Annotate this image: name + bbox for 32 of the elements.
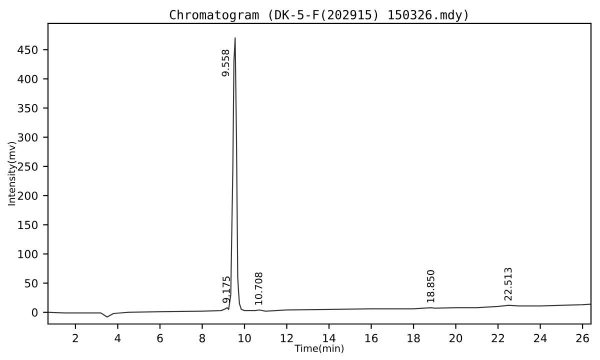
y-tick-label: 300 [18, 133, 38, 142]
annotation: 9.558 [222, 50, 230, 76]
chart-title: Chromatogram (DK-5-F(202915) 150326.mdy) [170, 10, 468, 22]
x-tick-label: 14 [323, 334, 336, 342]
y-tick-label: 350 [18, 104, 38, 112]
x-tick-label: 12 [280, 334, 293, 342]
x-tick-label: 4 [114, 334, 121, 342]
y-tick-label: 450 [18, 46, 38, 54]
x-tick-label: 24 [534, 334, 547, 342]
x-tick-label: 18 [408, 334, 420, 342]
annotation: 10.708 [254, 272, 262, 305]
x-tick-label: 8 [199, 334, 206, 342]
annotation: 9.175 [222, 276, 230, 303]
y-tick-label: 0 [32, 308, 38, 317]
x-tick-label: 22 [492, 334, 504, 342]
x-tick-label: 2 [72, 334, 78, 342]
y-tick-label: 400 [18, 74, 38, 84]
x-tick-label: 20 [450, 334, 462, 342]
y-tick-label: 100 [18, 250, 38, 258]
x-tick-label: 10 [238, 334, 251, 342]
x-tick-label: 16 [365, 334, 378, 342]
y-tick-label: 200 [18, 192, 38, 200]
y-tick-label: 150 [18, 220, 38, 230]
annotation: 22.513 [504, 268, 512, 300]
y-tick-label: 50 [24, 279, 38, 288]
annotation: 18.850 [426, 270, 434, 302]
x-tick-label: 6 [157, 334, 163, 342]
x-tick-label: 26 [576, 334, 589, 342]
x-axis-title: Time(min) [294, 344, 344, 354]
line-series [48, 37, 591, 318]
y-axis-title: Intensity(mv) [8, 142, 18, 206]
y-tick-label: 250 [18, 162, 38, 171]
